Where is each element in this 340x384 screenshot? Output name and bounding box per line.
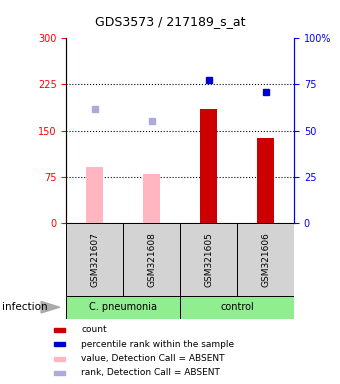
Bar xyxy=(66,296,180,319)
Text: value, Detection Call = ABSENT: value, Detection Call = ABSENT xyxy=(81,354,225,363)
Text: control: control xyxy=(220,302,254,312)
Bar xyxy=(143,174,160,223)
Text: rank, Detection Call = ABSENT: rank, Detection Call = ABSENT xyxy=(81,369,220,377)
Text: count: count xyxy=(81,325,107,334)
Bar xyxy=(180,223,237,296)
Bar xyxy=(123,223,180,296)
Bar xyxy=(180,296,294,319)
Bar xyxy=(54,371,65,375)
Bar xyxy=(54,328,65,332)
Text: GSM321606: GSM321606 xyxy=(261,232,270,286)
Bar xyxy=(54,356,65,361)
Bar xyxy=(257,138,274,223)
Text: percentile rank within the sample: percentile rank within the sample xyxy=(81,340,234,349)
Text: GSM321605: GSM321605 xyxy=(204,232,213,286)
Bar xyxy=(237,223,294,296)
Bar xyxy=(200,109,217,223)
Text: GSM321607: GSM321607 xyxy=(90,232,99,286)
Text: infection: infection xyxy=(2,302,47,312)
Bar xyxy=(86,167,103,223)
Bar xyxy=(54,342,65,346)
Text: C. pneumonia: C. pneumonia xyxy=(89,302,157,312)
Polygon shape xyxy=(41,301,60,313)
Text: GSM321608: GSM321608 xyxy=(147,232,156,286)
Text: GDS3573 / 217189_s_at: GDS3573 / 217189_s_at xyxy=(95,15,245,28)
Bar xyxy=(66,223,123,296)
